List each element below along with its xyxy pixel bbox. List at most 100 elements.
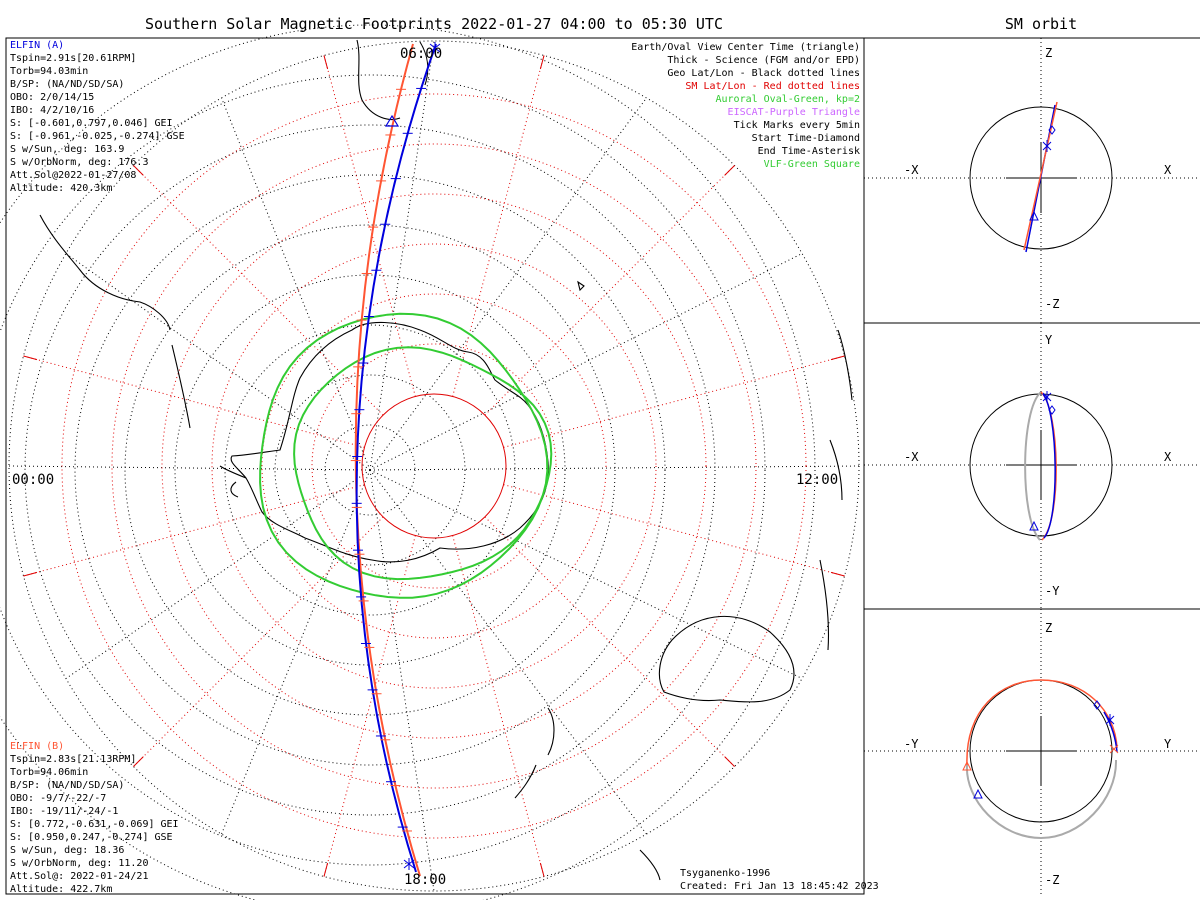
elfin-b-line: S: [0.772,-0.631,-0.069] GEI [10,819,179,830]
geo-latitude-circle [0,74,766,866]
start-diamond [1093,700,1101,710]
sm-pole-circle [361,393,507,539]
elfin-b-triangle [962,760,972,771]
elfin-a-line: S: [-0.601,0.797,0.046] GEI [10,118,173,129]
sm-longitude-line [452,55,545,397]
sm-latitude-circle [111,143,757,789]
elfin-a-line: Att.Sol@2022-01-27/08 [10,170,136,181]
geo-longitude-line [369,465,860,471]
sm-edge-tick [133,756,144,767]
elfin-b-line: Tspin=2.83s[21.13RPM] [10,754,136,765]
island-south [639,849,661,881]
elfin-b-line: S: [0.950,0.247,-0.274] GSE [10,832,173,843]
elfin-b-orbit [1023,101,1058,251]
sm-longitude-line [133,165,384,416]
elfin-b-name: ELFIN (B) [10,741,64,752]
sm-longitude-line [23,484,365,577]
elfin-a-track [355,43,437,873]
sm-longitude-line [484,165,735,416]
sm-edge-tick [23,355,38,361]
elfin-b-asterisk [1109,744,1119,754]
elfin-a-line: Torb=94.03min [10,66,88,77]
geo-longitude-line [8,465,371,471]
sm-longitude-line [452,535,545,877]
island-kerguelen [577,280,585,292]
legend-item: Tick Marks every 5min [734,120,860,131]
legend-item: VLF-Green Square [764,159,860,170]
geo-longitude-line [369,469,803,679]
figure-title: Southern Solar Magnetic Footprints 2022-… [145,15,723,33]
elfin-b-line: B/SP: (NA/ND/SD/SA) [10,780,124,791]
sm-longitude-line [484,516,735,767]
geo-latitude-circle [0,24,816,900]
elfin-b-line: Altitude: 422.7km [10,884,112,895]
sm-longitude-line [503,355,845,448]
elfin-a-line: B/SP: (NA/ND/SD/SA) [10,79,124,90]
mlt-label-top: 06:00 [400,46,442,62]
antarctica-coast [230,321,549,563]
elfin-b-line: S w/OrbNorm, deg: 11.20 [10,858,148,869]
island-chain-east [819,329,853,651]
geo-longitude-line [65,253,371,471]
elfin-a-line: S: [-0.961,-0.025,-0.274] GSE [10,131,185,142]
elfin-b-line: OBO: -9/7/-22/-7 [10,793,106,804]
panel-label-left: -X [904,450,919,464]
geo-longitude-line [369,97,647,471]
sm-edge-tick [323,862,329,877]
elfin-a-end-asterisk [429,42,441,54]
panel-label-right: X [1164,450,1172,464]
elfin-b-orbit [966,679,1118,766]
sm-latitude-circle [261,293,607,639]
australia-coast [658,615,795,703]
orbit-panel-yz: Z -Z -Y Y [864,609,1200,894]
sm-latitude-circle [61,93,807,839]
panel-label-right: Y [1164,737,1172,751]
geo-longitude-line [369,469,435,892]
mlt-label-right: 12:00 [796,472,838,488]
orbit-title: SM orbit [1005,15,1077,33]
orbit-panel-xz: Z -Z -X X [864,38,1200,323]
geo-latitude-circle [74,174,666,766]
footer-created: Created: Fri Jan 13 18:45:42 2023 [680,881,879,892]
panel-label-top: Y [1045,333,1053,347]
antarctic-peninsula [219,465,247,498]
geo-longitude-line [369,253,803,471]
view-center-triangle [384,114,400,127]
geo-grid [0,24,860,900]
map-boundary-circle [8,40,860,892]
south-america-coast [39,214,191,429]
elfin-a-info: ELFIN (A) Tspin=2.91s[20.61RPM] Torb=94.… [10,40,185,194]
sm-edge-tick [539,55,545,70]
view-triangle [1029,520,1039,531]
panel-label-bottom: -Z [1045,297,1059,311]
sm-longitude-line [23,355,365,448]
geo-latitude-circle [274,374,466,566]
legend: Earth/Oval View Center Time (triangle) T… [631,42,860,170]
sm-edge-tick [724,165,735,176]
elfin-b-orbit [1040,391,1057,541]
elfin-a-line: Tspin=2.91s[20.61RPM] [10,53,136,64]
polar-map: 06:00 00:00 12:00 18:00 [0,24,860,900]
legend-item: Start Time-Diamond [752,133,860,144]
panel-label-top: Z [1045,46,1052,60]
elfin-b-ticks [350,88,413,832]
earth-circle [969,106,1113,250]
auroral-ovals [259,312,553,599]
geo-latitude-circle [124,224,616,716]
start-diamond [1048,405,1056,415]
end-asterisk [1042,140,1052,152]
sm-edge-tick [724,756,735,767]
geo-longitude-line [369,469,647,835]
sm-edge-tick [323,55,329,70]
elfin-a-line: S w/OrbNorm, deg: 176.3 [10,157,148,168]
map-frame [5,37,865,895]
elfin-a-line: S w/Sun, deg: 163.9 [10,144,124,155]
sm-edge-tick [830,571,845,577]
elfin-a-orbit [1042,393,1056,539]
elfin-b-line: S w/Sun, deg: 18.36 [10,845,124,856]
mlt-label-bottom: 18:00 [404,872,446,888]
sm-grid [23,55,845,877]
geo-longitude-line [221,469,371,835]
panel-label-bottom: -Y [1045,584,1060,598]
